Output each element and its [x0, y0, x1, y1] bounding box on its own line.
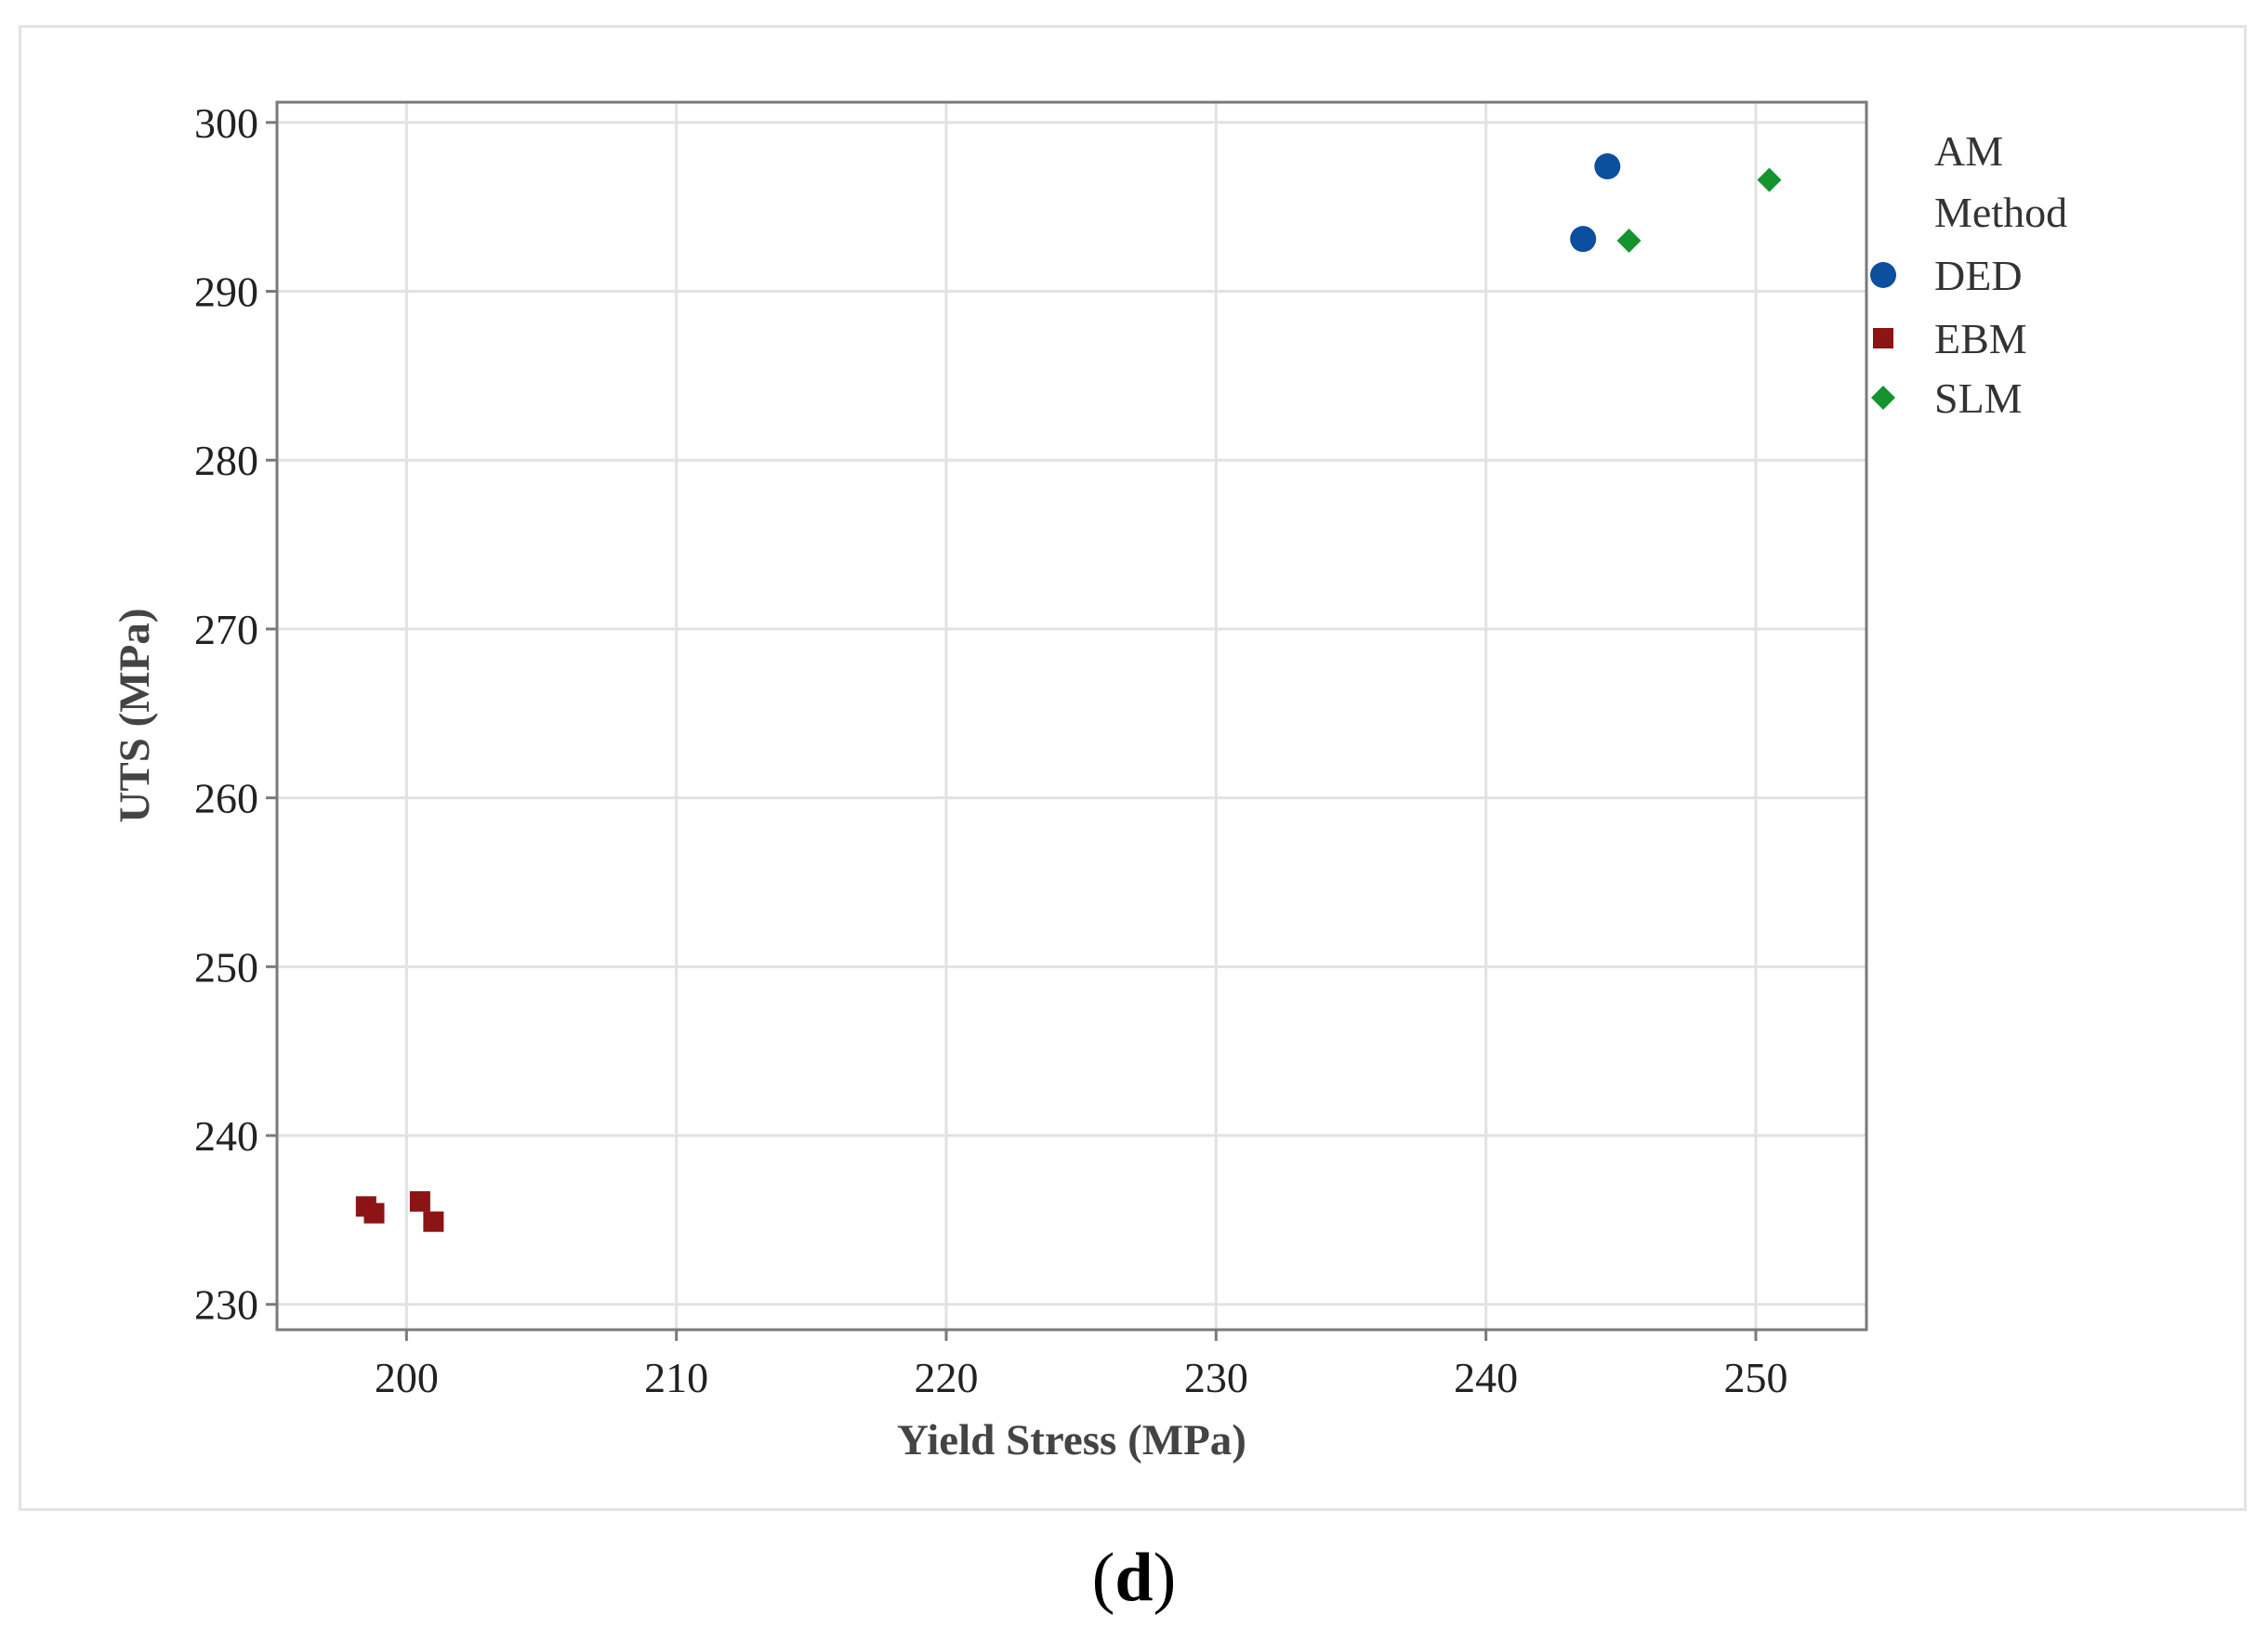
data-point-slm [1757, 167, 1782, 192]
grid-lines [277, 102, 1866, 1330]
legend-label-ebm: EBM [1934, 315, 2027, 362]
x-tick-label: 210 [644, 1354, 708, 1401]
data-point-ded [1570, 226, 1597, 253]
legend-item-ebm: EBM [1873, 315, 2027, 362]
tick-labels: 200 210 220 230 240 250 230 240 250 260 270 280 290 3… [194, 99, 1787, 1401]
legend-marker-ded [1870, 262, 1896, 288]
x-axis-title: Yield Stress (MPa) [897, 1416, 1246, 1464]
legend-items: DED EBM SLM [1870, 252, 2027, 422]
legend: AM Method DED EBM SLM [1870, 127, 2067, 422]
y-tick-label: 280 [194, 437, 258, 484]
data-point-ebm [423, 1211, 444, 1232]
y-axis-title: UTS (MPa) [111, 608, 159, 822]
y-tick-label: 260 [194, 775, 258, 822]
legend-title-line-2: Method [1934, 189, 2067, 236]
data-point-ebm [409, 1190, 430, 1212]
data-point-ded [1594, 153, 1621, 180]
y-tick-label: 240 [194, 1112, 258, 1160]
caption-label: (d) [1092, 1540, 1176, 1616]
caption-open-paren: ( [1092, 1540, 1115, 1616]
legend-marker-ebm [1873, 328, 1893, 348]
legend-title-line-1: AM [1934, 127, 2003, 175]
legend-item-slm: SLM [1871, 374, 2023, 422]
y-tick-label: 250 [194, 943, 258, 991]
figure-caption: (d) [1092, 1540, 1176, 1616]
legend-item-ded: DED [1870, 252, 2023, 299]
chart-frame: 200 210 220 230 240 250 230 240 250 260 270 280 290 3… [19, 25, 2247, 1511]
legend-label-ded: DED [1934, 252, 2023, 299]
y-tick-label: 290 [194, 269, 258, 316]
x-tick-label: 220 [915, 1354, 979, 1401]
data-points [355, 153, 1782, 1232]
scatter-chart: 200 210 220 230 240 250 230 240 250 260 270 280 290 3… [111, 99, 2067, 1464]
legend-marker-slm [1871, 386, 1895, 410]
axis-ticks [266, 121, 1758, 1341]
caption-letter: d [1114, 1540, 1153, 1616]
data-point-ebm [363, 1202, 385, 1224]
x-tick-label: 200 [375, 1354, 439, 1401]
data-point-slm [1616, 228, 1642, 253]
x-tick-label: 230 [1184, 1354, 1248, 1401]
y-tick-label: 270 [194, 606, 258, 653]
x-tick-label: 250 [1723, 1354, 1787, 1401]
x-tick-label: 240 [1454, 1354, 1518, 1401]
y-tick-label: 230 [194, 1281, 258, 1329]
y-tick-label: 300 [194, 99, 258, 147]
legend-label-slm: SLM [1934, 374, 2023, 422]
plot-area-border [275, 100, 1868, 1332]
caption-close-paren: ) [1154, 1540, 1177, 1616]
